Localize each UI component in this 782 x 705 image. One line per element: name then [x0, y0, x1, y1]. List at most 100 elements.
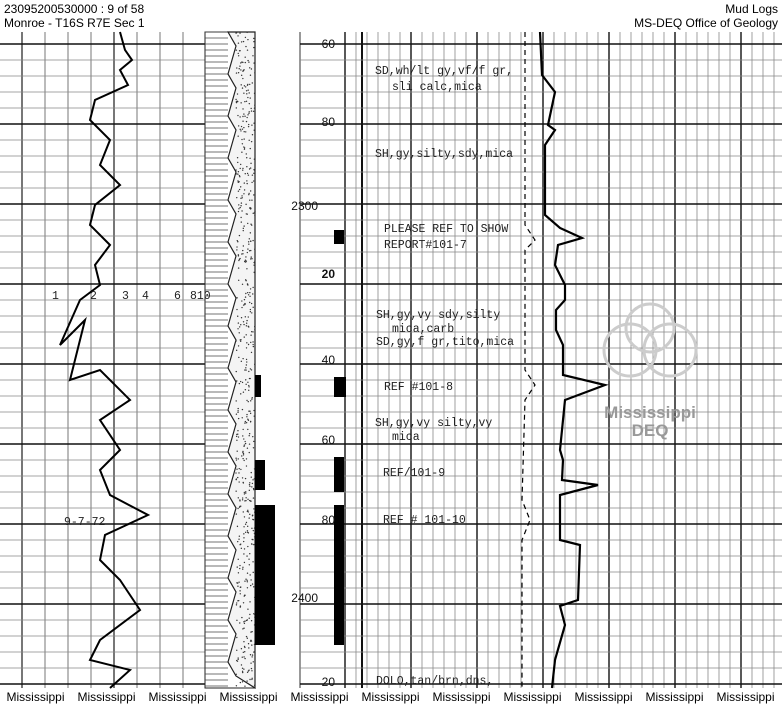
- sand-dot: [252, 561, 253, 562]
- sand-dot: [248, 517, 249, 518]
- sand-dot: [245, 57, 246, 58]
- sand-dot: [251, 631, 252, 632]
- sand-dot: [251, 476, 252, 477]
- sand-dot: [254, 249, 255, 250]
- sand-dot: [251, 679, 252, 680]
- sand-dot: [248, 193, 249, 194]
- sand-dot: [243, 453, 244, 454]
- sand-dot: [236, 102, 237, 103]
- sand-dot: [249, 564, 250, 565]
- lithology-description: REPORT#101-7: [384, 239, 467, 252]
- sand-dot: [249, 443, 250, 444]
- sand-dot: [247, 609, 248, 610]
- sand-dot: [248, 113, 249, 114]
- sand-dot: [251, 486, 252, 487]
- sand-dot: [253, 613, 254, 614]
- sand-dot: [245, 173, 246, 174]
- sand-dot: [237, 410, 238, 411]
- sand-dot: [245, 256, 246, 257]
- show-block: [334, 457, 344, 492]
- sand-dot: [253, 346, 254, 347]
- sand-dot: [246, 636, 247, 637]
- sand-dot: [243, 541, 244, 542]
- sand-dot: [239, 235, 240, 236]
- sand-dot: [251, 352, 252, 353]
- lithology-description: mica: [392, 431, 420, 444]
- sand-dot: [238, 125, 239, 126]
- sand-dot: [239, 383, 240, 384]
- sand-dot: [250, 342, 251, 343]
- sand-dot: [254, 261, 255, 262]
- sand-dot: [246, 680, 247, 681]
- sand-dot: [241, 300, 242, 301]
- sand-dot: [238, 559, 239, 560]
- sand-dot: [245, 384, 246, 385]
- sand-dot: [240, 62, 241, 63]
- show-block: [334, 230, 344, 244]
- sand-dot: [249, 250, 250, 251]
- footer-text: Mississippi: [0, 689, 71, 705]
- sand-dot: [247, 382, 248, 383]
- sand-dot: [236, 72, 237, 73]
- sand-dot: [239, 207, 240, 208]
- sand-dot: [249, 168, 250, 169]
- sand-dot: [249, 452, 250, 453]
- sand-dot: [244, 658, 245, 659]
- sand-dot: [251, 200, 252, 201]
- sand-dot: [240, 339, 241, 340]
- sand-dot: [252, 583, 253, 584]
- location: Monroe - T16S R7E Sec 1: [4, 16, 145, 30]
- sand-dot: [242, 668, 243, 669]
- sand-dot: [240, 469, 241, 470]
- sand-dot: [238, 208, 239, 209]
- sand-dot: [241, 548, 242, 549]
- footer-text: Mississippi: [710, 689, 781, 705]
- sand-dot: [252, 174, 253, 175]
- sand-dot: [252, 307, 253, 308]
- sand-dot: [248, 401, 249, 402]
- sand-dot: [246, 180, 247, 181]
- sand-dot: [240, 505, 241, 506]
- sand-dot: [237, 477, 238, 478]
- sand-dot: [243, 454, 244, 455]
- sand-dot: [236, 674, 237, 675]
- sand-dot: [245, 37, 246, 38]
- sand-dot: [245, 443, 246, 444]
- lithology-description: SH,gy,vy silty,vy: [375, 417, 492, 430]
- sand-dot: [252, 240, 253, 241]
- deq-watermark: Mississippi DEQ: [590, 300, 710, 440]
- sand-dot: [245, 478, 246, 479]
- sand-dot: [242, 429, 243, 430]
- sand-dot: [254, 211, 255, 212]
- sand-dot: [239, 258, 240, 259]
- sand-dot: [250, 75, 251, 76]
- sand-dot: [241, 202, 242, 203]
- sand-dot: [238, 572, 239, 573]
- scale-label: 6: [174, 290, 181, 303]
- sand-dot: [237, 135, 238, 136]
- sand-dot: [242, 452, 243, 453]
- footer-text: Mississippi: [568, 689, 639, 705]
- sand-dot: [252, 287, 253, 288]
- sand-dot: [246, 117, 247, 118]
- sand-dot: [252, 134, 253, 135]
- sand-dot: [240, 606, 241, 607]
- sand-dot: [238, 345, 239, 346]
- sand-dot: [252, 397, 253, 398]
- sand-dot: [244, 303, 245, 304]
- depth-label: 80: [322, 513, 336, 527]
- sand-dot: [248, 126, 249, 127]
- sand-dot: [247, 573, 248, 574]
- sand-dot: [240, 186, 241, 187]
- lithology-description: sli calc,mica: [392, 81, 482, 94]
- sand-dot: [250, 500, 251, 501]
- sand-dot: [242, 143, 243, 144]
- sand-dot: [240, 129, 241, 130]
- sand-dot: [248, 316, 249, 317]
- sand-dot: [244, 580, 245, 581]
- sand-dot: [246, 153, 247, 154]
- sand-dot: [251, 141, 252, 142]
- sand-dot: [236, 469, 237, 470]
- sand-dot: [252, 654, 253, 655]
- sand-dot: [245, 379, 246, 380]
